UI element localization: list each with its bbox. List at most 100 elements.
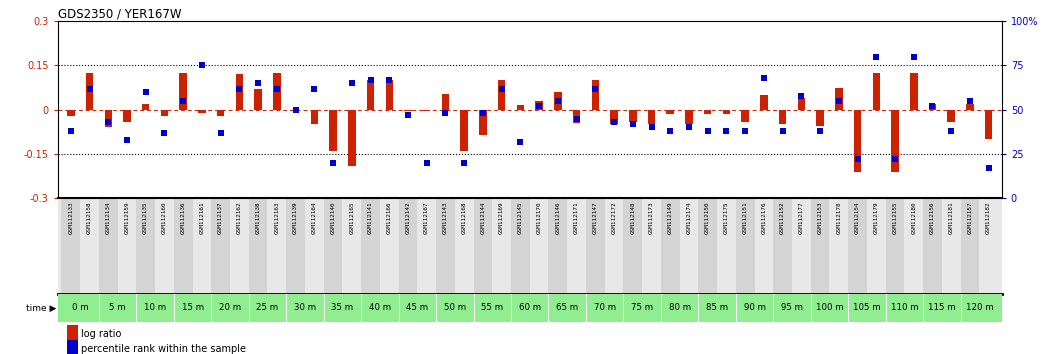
Point [624, 121, 641, 127]
Bar [461, 110, 468, 151]
Point [700, 128, 716, 134]
Bar [348, 110, 356, 166]
Bar [105, 110, 112, 127]
Point [100, 119, 116, 125]
Text: GSM112179: GSM112179 [874, 201, 879, 234]
Text: GSM112164: GSM112164 [312, 201, 317, 234]
Text: 15 m: 15 m [181, 303, 204, 313]
Bar [849, 198, 866, 294]
Text: 55 m: 55 m [481, 303, 504, 313]
Bar [718, 198, 735, 294]
Text: GSM112166: GSM112166 [387, 201, 391, 234]
Bar [629, 110, 637, 121]
Point [681, 125, 698, 130]
Point [793, 93, 810, 98]
Bar [136, 198, 155, 294]
Bar [436, 198, 455, 294]
Text: GSM112142: GSM112142 [406, 201, 410, 234]
Point [868, 54, 884, 59]
Point [831, 98, 848, 104]
Bar [947, 110, 955, 121]
Text: GSM112155: GSM112155 [893, 201, 898, 234]
Bar [611, 110, 618, 125]
Bar [723, 110, 730, 114]
Bar [267, 198, 286, 294]
Text: 75 m: 75 m [631, 303, 654, 313]
Bar [792, 198, 811, 294]
Bar [835, 88, 842, 110]
Bar [254, 89, 262, 110]
Text: GSM112168: GSM112168 [462, 201, 467, 234]
Point [63, 128, 80, 134]
Bar [761, 95, 768, 110]
Bar [592, 80, 599, 110]
Point [755, 75, 772, 81]
Text: 45 m: 45 m [406, 303, 428, 313]
Bar [442, 93, 449, 110]
Point [474, 110, 491, 116]
Bar [236, 74, 243, 110]
Bar [198, 110, 206, 113]
Bar [866, 198, 885, 294]
Bar [286, 198, 305, 294]
Point [943, 128, 960, 134]
Point [455, 160, 472, 166]
Point [962, 98, 979, 104]
Text: GSM112177: GSM112177 [799, 201, 804, 234]
Point [437, 110, 454, 116]
Point [287, 107, 304, 113]
Text: 110 m: 110 m [891, 303, 918, 313]
Text: GSM112145: GSM112145 [518, 201, 522, 234]
Bar [535, 101, 543, 110]
Point [119, 137, 135, 143]
Text: 105 m: 105 m [853, 303, 881, 313]
Bar [230, 198, 249, 294]
Text: GSM112163: GSM112163 [275, 201, 279, 234]
Bar [647, 110, 656, 125]
Text: 0 m: 0 m [72, 303, 88, 313]
Text: 30 m: 30 m [294, 303, 316, 313]
Bar [273, 73, 280, 110]
Text: GSM112171: GSM112171 [574, 201, 579, 234]
Bar [473, 198, 492, 294]
Point [774, 128, 791, 134]
Bar [942, 198, 961, 294]
Text: GSM112160: GSM112160 [162, 201, 167, 234]
Text: 85 m: 85 m [706, 303, 728, 313]
Text: GSM112148: GSM112148 [630, 201, 636, 234]
Bar [249, 198, 267, 294]
Bar [511, 198, 530, 294]
Bar [498, 80, 506, 110]
Bar [80, 198, 99, 294]
Text: 65 m: 65 m [556, 303, 578, 313]
Point [569, 116, 585, 121]
Point [193, 63, 210, 68]
Bar [155, 198, 174, 294]
Text: 25 m: 25 m [256, 303, 279, 313]
Text: GSM112157: GSM112157 [967, 201, 972, 234]
Bar [811, 198, 830, 294]
Bar [685, 110, 692, 125]
Bar [342, 198, 361, 294]
Bar [142, 104, 149, 110]
Bar [455, 198, 473, 294]
Text: GSM112136: GSM112136 [180, 201, 186, 234]
Bar [361, 198, 380, 294]
Point [212, 130, 229, 136]
Point [512, 139, 529, 144]
Bar [966, 104, 973, 110]
Text: GSM112176: GSM112176 [762, 201, 767, 234]
Bar [773, 198, 792, 294]
Text: 20 m: 20 m [219, 303, 241, 313]
Bar [873, 73, 880, 110]
Bar [885, 198, 904, 294]
Text: GSM112167: GSM112167 [424, 201, 429, 234]
Point [137, 89, 154, 95]
Bar [961, 198, 980, 294]
Bar [754, 198, 773, 294]
Point [250, 80, 266, 86]
Bar [530, 198, 549, 294]
Bar [86, 73, 93, 110]
Text: log ratio: log ratio [82, 329, 122, 339]
Point [980, 165, 997, 171]
